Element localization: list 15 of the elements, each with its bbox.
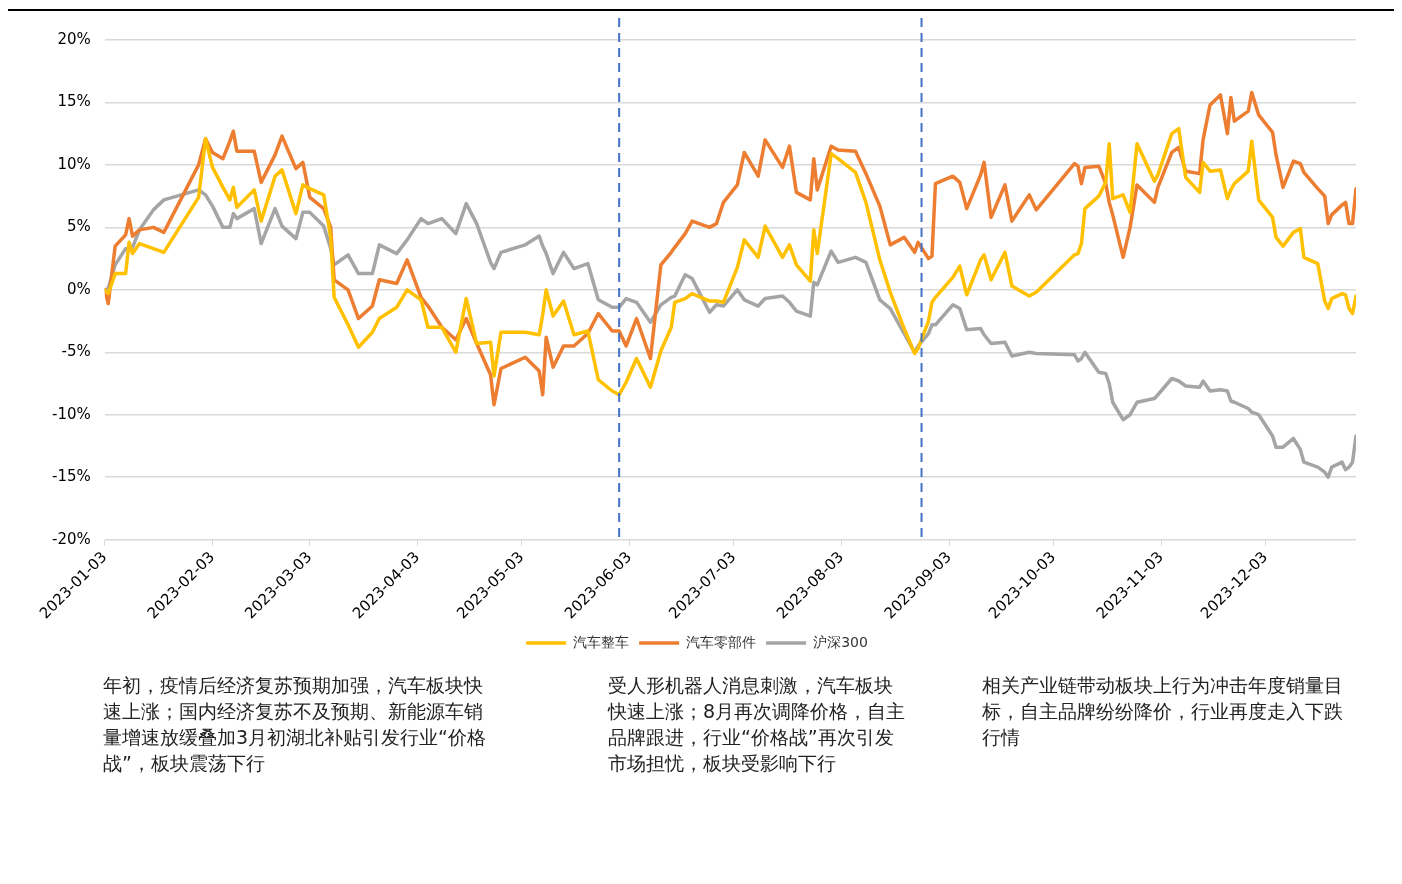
y-tick-label: -15% xyxy=(51,467,91,486)
text: 相关产业链带动板块上行为冲击年度销量目标，自主品牌纷纷降价，行业再度走入下跌行情 xyxy=(982,673,1344,750)
y-tick-label: 5% xyxy=(66,217,91,236)
legend-label: 汽车整车 xyxy=(573,633,630,650)
legend-label: 沪深300 xyxy=(813,633,868,650)
y-tick-label: 0% xyxy=(66,279,91,298)
legend-label: 汽车零部件 xyxy=(686,633,757,650)
text: 年初，疫情后经济复苏预期加强，汽车板块快速上涨；国内经济复苏不及预期、新能源车销量增速放缓叠加3月初湖北补贴引发行业“价格战”，板块震荡下行 xyxy=(103,673,487,776)
y-tick-label: 15% xyxy=(57,92,91,111)
y-tick-label: -5% xyxy=(61,342,91,361)
y-tick-label: -10% xyxy=(51,404,91,423)
y-tick-label: 20% xyxy=(57,29,91,48)
y-tick-label: -20% xyxy=(51,529,91,548)
y-tick-label: 10% xyxy=(57,154,91,173)
text: 受人形机器人消息刺激，汽车板块快速上涨；8月再次调降价格，自主品牌跟进，行业“价格战”再次引发市场担忧，板块受影响下行 xyxy=(608,673,907,776)
